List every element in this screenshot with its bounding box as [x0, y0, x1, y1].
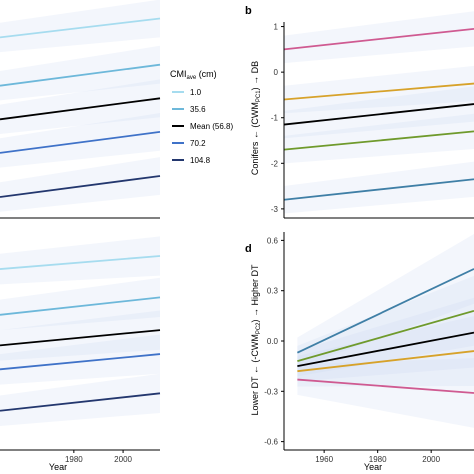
legend-label: 35.6	[190, 105, 206, 114]
series-lines	[0, 17, 161, 198]
series-line	[297, 309, 474, 362]
ci-band	[297, 234, 474, 368]
legend-items: 1.0 35.6 Mean (56.8) 70.2 104.8	[172, 88, 233, 165]
ci-band	[284, 113, 474, 164]
series-line	[0, 329, 161, 347]
y-tick-label: -0.3	[264, 387, 278, 396]
y-tick-label: -2	[271, 159, 279, 168]
ci-band	[284, 86, 474, 139]
panel-letter-d: d	[245, 243, 252, 255]
ci-band	[0, 236, 160, 285]
series-line	[283, 27, 474, 51]
y-axis-title: Conifers ← (CWMPC1) → DB	[250, 61, 262, 175]
ci-band	[0, 277, 160, 331]
panel-letter-b: b	[245, 5, 252, 17]
ci-band	[297, 358, 474, 428]
y-tick-label: -0.6	[264, 438, 278, 447]
x-tick-label: 2000	[422, 455, 440, 464]
y-tick-label: 0.6	[267, 236, 279, 245]
y-tick-label: 1	[274, 23, 279, 32]
series-line	[0, 255, 161, 270]
ci-band	[297, 297, 474, 382]
legend-label: 104.8	[190, 156, 211, 165]
legend-title: CMIave (cm)	[170, 69, 217, 81]
panel-d: d 0.6 0.3 0.0 -0.3 -0.6 1960 1980 2000 Year Lo…	[245, 232, 474, 472]
series-line	[0, 296, 161, 316]
series-line	[0, 175, 161, 198]
y-tick-label: -1	[271, 114, 279, 123]
legend-label: Mean (56.8)	[190, 122, 233, 131]
panel-b: b 1 0 -1 -2 -3 Conifers ← (CWMPC1) → DB	[245, 5, 474, 219]
legend-label: 1.0	[190, 88, 202, 97]
y-tick-label: 0.3	[267, 287, 279, 296]
x-tick-label: 1980	[65, 455, 83, 464]
ci-band	[0, 310, 160, 361]
ci-band	[0, 373, 160, 427]
ci-band	[297, 275, 474, 377]
series-line	[0, 97, 161, 121]
legend-label: 70.2	[190, 139, 206, 148]
ci-band	[284, 161, 474, 214]
series-line	[283, 82, 474, 101]
x-ticks: 1980 2000	[65, 450, 133, 464]
series-lines	[296, 268, 474, 394]
ci-band	[0, 113, 160, 168]
ci-band	[0, 0, 160, 53]
panel-c: 1980 2000 Year	[0, 236, 161, 472]
ci-bands	[297, 234, 474, 428]
panel-a	[0, 0, 161, 219]
series-line	[297, 350, 474, 373]
series-line	[0, 392, 161, 412]
series-line	[0, 17, 161, 39]
x-ticks: 1960 1980 2000	[315, 450, 441, 464]
series-line	[297, 331, 474, 368]
series-line	[0, 353, 161, 371]
x-tick-label: 1980	[369, 455, 387, 464]
x-tick-label: 2000	[114, 455, 132, 464]
y-tick-label: 0.0	[267, 337, 279, 346]
series-line	[283, 130, 474, 151]
y-ticks: 0.6 0.3 0.0 -0.3 -0.6	[264, 236, 284, 447]
series-line	[0, 131, 161, 154]
y-tick-label: -3	[271, 205, 279, 214]
ci-band	[284, 11, 474, 64]
ci-bands	[284, 11, 474, 214]
ci-bands	[0, 0, 160, 212]
ci-band	[284, 65, 474, 114]
y-tick-label: 0	[274, 68, 279, 77]
x-tick-label: 1960	[315, 455, 333, 464]
ci-band	[297, 316, 474, 387]
series-line	[283, 178, 474, 201]
ci-band	[0, 334, 160, 385]
series-line	[283, 103, 474, 126]
y-axis-title: Lower DT ← (-CWMPC2) → Higher DT	[250, 264, 262, 416]
series-line	[0, 63, 161, 87]
series-lines	[0, 255, 161, 412]
series-line	[297, 378, 474, 394]
ci-band	[0, 157, 160, 212]
y-ticks: 1 0 -1 -2 -3	[271, 23, 284, 214]
ci-band	[0, 79, 160, 134]
x-axis-title: Year	[49, 462, 67, 472]
series-line	[296, 268, 474, 354]
ci-band	[0, 45, 160, 101]
x-axis-title: Year	[364, 462, 382, 472]
legend: CMIave (cm) 1.0 35.6 Mean (56.8) 70.2 104.8	[170, 69, 233, 165]
ci-bands	[0, 236, 160, 427]
series-lines	[283, 27, 474, 201]
